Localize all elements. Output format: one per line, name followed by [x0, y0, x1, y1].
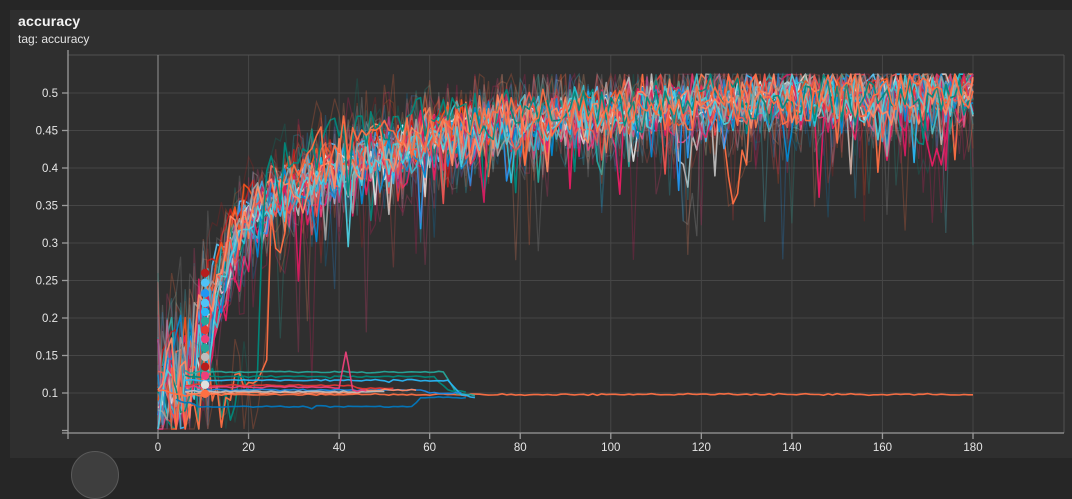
tick-label: 0.15	[36, 351, 58, 363]
run-line-run-28-flat	[175, 396, 466, 410]
tick-label: 0.2	[42, 313, 58, 325]
data-point-marker	[200, 289, 210, 298]
data-point-marker	[200, 352, 210, 362]
chart-tag-subtitle: tag: accuracy	[18, 32, 90, 46]
tick-label: 180	[963, 442, 982, 454]
accuracy-line-chart[interactable]: 0.1 0.15 0.2 0.25 0.3 0.35 0.4 0.45 0.5 0 20 40 60 80…	[0, 0, 1072, 458]
data-point-markers	[200, 268, 210, 398]
tick-label: 80	[514, 442, 527, 454]
axes: 0.1 0.15 0.2 0.25 0.3 0.35 0.4 0.45 0.5 0 20 40 60 80…	[36, 50, 1064, 454]
chart-title: accuracy	[18, 13, 81, 29]
tick-label: 100	[601, 442, 620, 454]
data-point-marker	[200, 389, 210, 398]
tick-label: 20	[242, 442, 255, 454]
data-point-marker	[200, 343, 210, 353]
tick-label: 0.35	[36, 201, 58, 213]
data-point-marker	[200, 362, 210, 371]
run-line-run-19	[157, 73, 974, 430]
run-line-run-26-flat	[185, 378, 476, 399]
run-line-run-31-flat	[185, 389, 385, 394]
run-line-raw-run-21-late	[171, 72, 974, 430]
run-line-run-09	[157, 73, 974, 430]
data-point-marker	[200, 334, 210, 344]
tick-label: 0.4	[42, 163, 59, 175]
run-line-run-29-flat	[185, 383, 394, 390]
tick-label: 0	[155, 442, 161, 454]
tick-label: 0.3	[42, 238, 58, 250]
run-line-raw-run-06	[157, 72, 974, 421]
tick-label: 60	[423, 442, 436, 454]
data-point-marker	[200, 298, 210, 308]
tick-label: 140	[782, 442, 801, 454]
run-lines	[157, 71, 974, 430]
tick-label: 0.1	[42, 388, 58, 400]
run-line-run-21-late	[170, 73, 974, 430]
data-point-marker	[200, 268, 210, 278]
run-line-raw-run-15	[157, 71, 974, 430]
data-point-marker	[200, 316, 210, 326]
tick-label: 120	[692, 442, 711, 454]
run-line-raw-run-20	[157, 72, 974, 430]
run-line-run-22-late	[170, 73, 974, 430]
tick-label: 0.5	[42, 88, 58, 100]
run-line-raw-run-16	[157, 72, 974, 430]
chart-header: accuracy tag: accuracy	[18, 13, 89, 46]
run-line-run-25-flat	[184, 374, 467, 393]
data-point-marker	[200, 307, 210, 317]
data-point-marker	[200, 278, 210, 287]
data-point-marker	[200, 325, 210, 335]
tick-label: 0.25	[36, 276, 58, 288]
expand-card-button[interactable]	[71, 451, 119, 499]
run-line-run-20	[157, 73, 974, 419]
run-line-raw-run-19	[157, 72, 974, 417]
tick-label: 160	[873, 442, 892, 454]
run-line-run-24-flat	[184, 369, 476, 397]
data-point-marker	[200, 380, 210, 389]
run-line-run-23-flat	[157, 389, 973, 397]
tick-label: 0.45	[36, 126, 58, 138]
run-line-run-32-flat	[185, 351, 367, 393]
run-line-raw-run-17	[157, 72, 974, 430]
tick-label: 40	[333, 442, 346, 454]
data-point-marker	[200, 371, 210, 380]
